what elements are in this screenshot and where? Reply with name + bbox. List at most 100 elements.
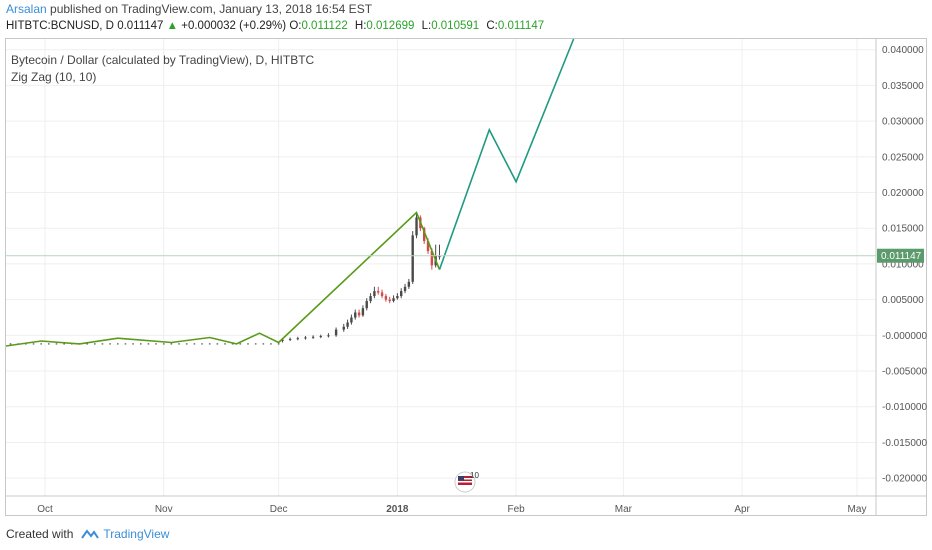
- x-tick-label: Apr: [734, 504, 750, 515]
- y-tick-label: -0.000000: [882, 331, 927, 342]
- price-dot: [9, 343, 12, 345]
- candle-body: [327, 335, 330, 337]
- candle-body: [407, 281, 411, 287]
- y-tick-label: 0.005000: [882, 295, 924, 306]
- candle-body: [422, 228, 426, 242]
- price-dot: [270, 343, 272, 345]
- price-dot: [63, 343, 65, 345]
- last-price: 0.011147: [117, 20, 164, 32]
- candle-body: [388, 299, 391, 302]
- y-tick-label: 0.025000: [882, 152, 924, 163]
- chart-grid: [6, 39, 876, 496]
- price-dot: [216, 343, 219, 345]
- price-dot: [109, 343, 111, 345]
- zigzag-projection-line: [438, 38, 575, 270]
- candle-body: [288, 338, 292, 340]
- candle-body: [304, 337, 307, 339]
- close-label: C:: [486, 20, 498, 32]
- price-dot: [254, 343, 257, 345]
- price-dot: [124, 343, 127, 345]
- symbol-label: HITBTC:BCNUSD, D: [6, 20, 114, 32]
- x-tick-label: Oct: [37, 504, 53, 515]
- y-tick-label: 0.030000: [882, 117, 924, 128]
- y-tick-label: -0.005000: [882, 367, 927, 378]
- price-dot: [155, 343, 157, 345]
- candle-body: [396, 296, 399, 299]
- zigzag-line: [5, 211, 441, 347]
- high-value: 0.012699: [366, 20, 415, 32]
- price-dot: [262, 343, 265, 345]
- publish-line: Arsalan published on TradingView.com, Ja…: [6, 2, 372, 16]
- candle-body: [438, 256, 441, 258]
- price-dot: [185, 343, 188, 345]
- svg-text:10: 10: [470, 471, 479, 480]
- candle-body: [384, 296, 388, 300]
- price-dot: [201, 343, 203, 345]
- chart-frame: [5, 38, 927, 516]
- indicator-label[interactable]: Zig Zag (10, 10): [11, 70, 97, 84]
- price-dot: [193, 343, 196, 345]
- x-tick-label: Dec: [270, 504, 288, 515]
- candle-body: [346, 322, 349, 327]
- candle-body: [342, 326, 345, 330]
- candle-body: [400, 291, 403, 297]
- last-price-badge: [877, 248, 924, 263]
- candle-body: [369, 296, 372, 302]
- publish-info: published on TradingView.com, January 13…: [50, 2, 373, 16]
- candle-body: [311, 336, 315, 338]
- candle-body: [415, 217, 418, 236]
- price-dot: [101, 343, 104, 345]
- price-dot: [208, 343, 211, 345]
- x-tick-label: 2018: [386, 504, 409, 515]
- price-dot: [32, 343, 35, 345]
- zigzag-layer: [5, 38, 876, 347]
- flag-icon: 10: [454, 471, 479, 493]
- candle-body: [281, 339, 284, 342]
- chart-title: Bytecoin / Dollar (calculated by Trading…: [11, 53, 315, 67]
- price-dot: [48, 343, 50, 345]
- low-value: 0.010591: [431, 20, 480, 32]
- candle-body: [365, 301, 368, 309]
- y-tick-label: 0.035000: [882, 81, 924, 92]
- open-label: O:: [289, 20, 302, 32]
- candle-body: [296, 338, 299, 340]
- candle-body: [392, 298, 395, 302]
- author-link[interactable]: Arsalan: [6, 2, 47, 16]
- close-value: 0.011147: [497, 20, 545, 32]
- price-dot: [40, 343, 42, 345]
- price-dot: [93, 343, 96, 345]
- price-dot: [116, 343, 119, 345]
- tradingview-brand-link[interactable]: TradingView: [103, 527, 170, 541]
- axis-layer: 0.040000 0.035000 0.030000 0.025000 0.020000…: [5, 38, 927, 516]
- price-dot: [247, 343, 249, 345]
- candle-body: [354, 312, 357, 318]
- candle-body: [426, 241, 430, 252]
- candle-body: [373, 291, 376, 297]
- ticker-line: HITBTC:BCNUSD, D 0.011147 ▲ +0.000032 (+…: [6, 20, 548, 32]
- y-tick-label: 0.015000: [882, 224, 924, 235]
- y-tick-label: -0.020000: [882, 474, 927, 485]
- x-tick-label: Mar: [615, 504, 633, 515]
- candle-body: [334, 329, 338, 336]
- candle-body: [357, 312, 361, 316]
- x-tick-label: Nov: [155, 504, 173, 515]
- candles-layer: [9, 212, 441, 345]
- price-dot: [147, 343, 150, 345]
- up-arrow-icon: ▲: [166, 20, 179, 32]
- price-dot: [277, 343, 280, 345]
- tradingview-logo-icon: [81, 529, 100, 539]
- candle-body: [380, 292, 384, 297]
- price-dot: [86, 343, 88, 345]
- created-with-label: Created with: [6, 527, 74, 541]
- y-tick-label: -0.010000: [882, 402, 927, 413]
- price-dot: [239, 343, 242, 345]
- price-dot: [170, 343, 173, 345]
- candle-body: [403, 286, 407, 292]
- price-dot: [162, 343, 165, 345]
- y-tick-label: 0.010000: [882, 259, 924, 270]
- candle-body: [430, 251, 434, 266]
- open-value: 0.011122: [301, 20, 348, 32]
- y-tick-label: 0.020000: [882, 188, 924, 199]
- y-tick-label: 0.040000: [882, 45, 924, 56]
